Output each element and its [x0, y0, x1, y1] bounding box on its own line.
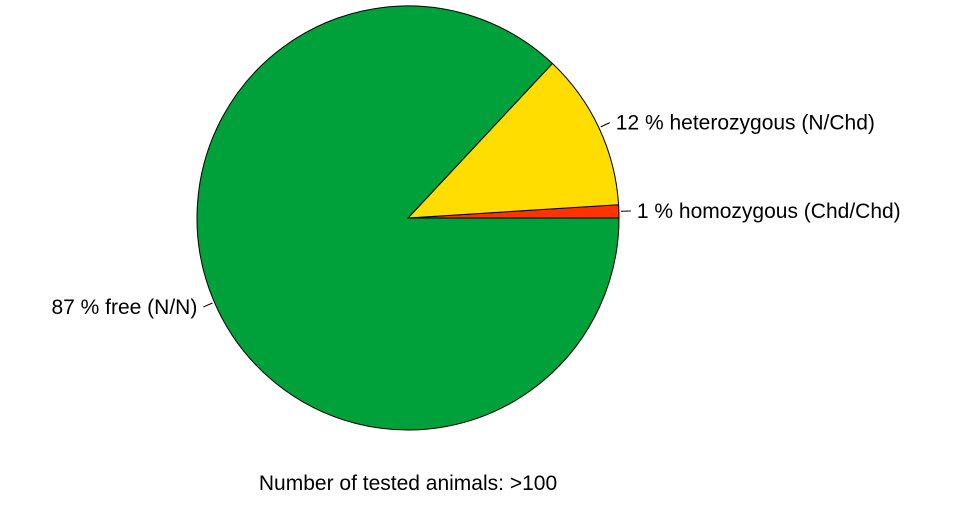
label-heterozygous: 12 % heterozygous (N/Chd) — [616, 112, 875, 135]
leader-line — [600, 122, 610, 128]
chart-caption: Number of tested animals: >100 — [259, 472, 557, 495]
pie-slices — [196, 5, 620, 431]
slice-heterozygous — [406, 62, 620, 219]
leader-line — [203, 302, 213, 308]
label-free: 87 % free (N/N) — [51, 296, 197, 319]
label-homozygous: 1 % homozygous (Chd/Chd) — [637, 200, 901, 223]
slice-labels: 1 % homozygous (Chd/Chd) 12 % heterozygou… — [51, 112, 900, 319]
slice-free — [196, 5, 620, 431]
leader-lines — [203, 122, 631, 308]
